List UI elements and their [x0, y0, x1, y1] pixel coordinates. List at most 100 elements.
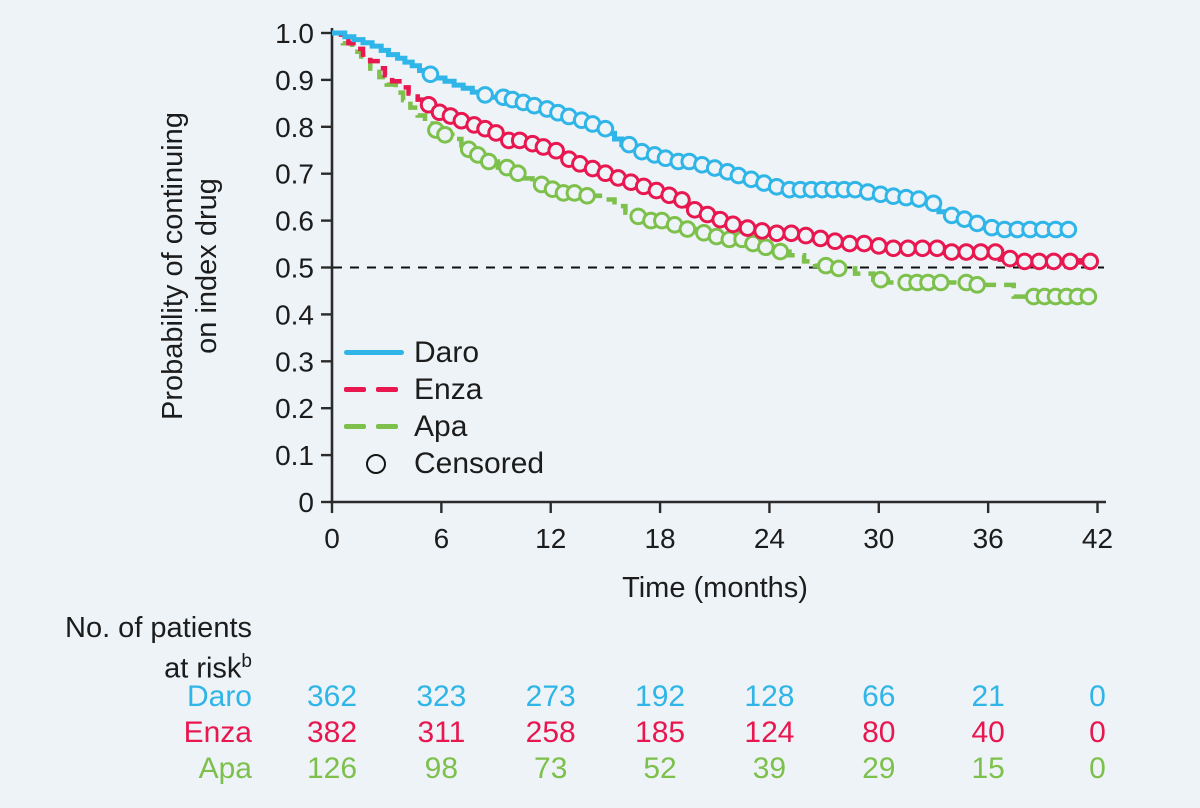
- risk-value: 21: [971, 680, 1004, 713]
- risk-value: 124: [744, 716, 794, 749]
- censored-marker-icon: [344, 453, 414, 474]
- enza-censor-mark: [957, 243, 976, 261]
- y-tick-label: 1.0: [275, 18, 314, 49]
- x-tick-label: 12: [535, 523, 566, 554]
- y-tick-label: 0.3: [275, 346, 314, 377]
- enza-censor-mark: [972, 243, 990, 261]
- apa-censor-mark: [931, 273, 950, 292]
- apa-censor-mark: [678, 220, 697, 238]
- risk-value: 80: [862, 716, 895, 749]
- daro-censor-mark: [421, 65, 440, 84]
- daro-censor-mark: [476, 86, 494, 104]
- enza-censor-mark: [986, 243, 1005, 261]
- enza-curve-early: [332, 30, 428, 105]
- legend-item-censored: Censored: [344, 445, 544, 482]
- legend-label-daro: Daro: [414, 335, 480, 369]
- risk-value: 0: [1089, 680, 1106, 713]
- x-tick-label: 36: [973, 523, 1004, 554]
- legend-label-censored: Censored: [414, 446, 545, 480]
- enza-censor-mark: [1061, 252, 1079, 271]
- enza-censor-mark: [547, 141, 565, 160]
- daro-censor-mark: [596, 119, 615, 138]
- risk-value: 0: [1089, 716, 1106, 749]
- risk-value: 39: [753, 752, 786, 785]
- legend-item-apa: Apa: [344, 408, 544, 445]
- apa-censor-mark: [578, 186, 596, 205]
- risk-table-header-line1: No. of patients: [65, 612, 252, 644]
- enza-censor-mark: [1030, 252, 1048, 271]
- enza-censor-mark: [1001, 249, 1019, 268]
- apa-censor-mark: [829, 259, 848, 278]
- risk-value: 40: [971, 716, 1004, 749]
- risk-value: 98: [425, 752, 458, 785]
- apa-censor-mark: [756, 238, 775, 257]
- daro-censor-mark: [910, 190, 928, 208]
- risk-value: 0: [1089, 752, 1106, 785]
- y-tick-label: 0.7: [275, 159, 314, 190]
- y-tick-label: 0: [298, 487, 314, 518]
- x-axis-title: Time (months): [622, 572, 808, 604]
- risk-row-label: Apa: [199, 752, 253, 785]
- risk-table-header: No. of patients at riskb: [0, 612, 252, 686]
- y-axis-title: Probability of continuing on index drug: [156, 6, 224, 526]
- risk-table-header-line2: at riskb: [164, 651, 252, 685]
- enza-censor-mark: [1015, 252, 1034, 271]
- enza-line-sample: [344, 387, 414, 392]
- risk-value: 52: [643, 752, 676, 785]
- x-tick-label: 24: [754, 523, 785, 554]
- x-tick-label: 18: [644, 523, 675, 554]
- x-tick-label: 0: [324, 523, 340, 554]
- enza-censor-mark: [855, 234, 874, 253]
- enza-censor-mark: [753, 222, 771, 240]
- y-axis-title-line2: on index drug: [191, 178, 223, 354]
- enza-censor-mark: [673, 191, 691, 209]
- daro-censor-mark: [968, 214, 987, 233]
- y-tick-label: 0.4: [275, 299, 314, 330]
- legend-label-enza: Enza: [414, 372, 483, 406]
- risk-row-label: Daro: [187, 680, 252, 713]
- enza-censor-mark: [869, 237, 888, 255]
- risk-value: 323: [416, 680, 466, 713]
- y-axis-title-line1: Probability of continuing: [157, 112, 189, 420]
- risk-value: 311: [417, 716, 465, 749]
- risk-value: 29: [862, 752, 895, 785]
- risk-value: 73: [534, 752, 567, 785]
- enza-censor-mark: [942, 243, 961, 261]
- x-tick-label: 6: [434, 523, 450, 554]
- legend-item-enza: Enza: [344, 371, 544, 408]
- x-tick-label: 30: [863, 523, 894, 554]
- y-tick-label: 0.5: [275, 253, 314, 284]
- legend-label-apa: Apa: [414, 409, 468, 443]
- risk-value: 15: [971, 752, 1004, 785]
- enza-censor-mark: [899, 239, 917, 258]
- risk-value: 192: [635, 680, 685, 713]
- enza-censor-mark: [840, 234, 859, 253]
- apa-censor-mark: [436, 125, 454, 144]
- risk-value: 362: [307, 680, 357, 713]
- apa-censor-mark: [968, 276, 987, 294]
- enza-censor-mark: [1044, 252, 1063, 271]
- apa-censor-mark: [1079, 287, 1098, 306]
- apa-censor-mark: [771, 242, 790, 261]
- risk-value: 128: [744, 680, 794, 713]
- risk-row-label: Enza: [184, 716, 253, 749]
- daro-censor-mark: [620, 135, 638, 154]
- apa-censor-mark: [509, 164, 527, 183]
- legend-item-daro: Daro: [344, 334, 544, 371]
- y-tick-label: 0.6: [275, 206, 314, 237]
- apa-line-sample: [344, 424, 414, 429]
- y-tick-label: 0.9: [275, 65, 314, 96]
- daro-censor-mark: [924, 194, 943, 213]
- risk-value: 258: [526, 716, 576, 749]
- risk-value: 382: [307, 716, 357, 749]
- enza-censor-mark: [928, 239, 946, 258]
- enza-censor-mark: [487, 124, 505, 142]
- enza-censor-mark: [884, 239, 903, 258]
- enza-censor-mark: [767, 224, 786, 243]
- enza-censor-mark: [1081, 252, 1100, 271]
- x-tick-label: 42: [1082, 523, 1113, 554]
- risk-value: 126: [307, 752, 357, 785]
- enza-censor-mark: [797, 226, 815, 245]
- enza-censor-mark: [782, 224, 801, 243]
